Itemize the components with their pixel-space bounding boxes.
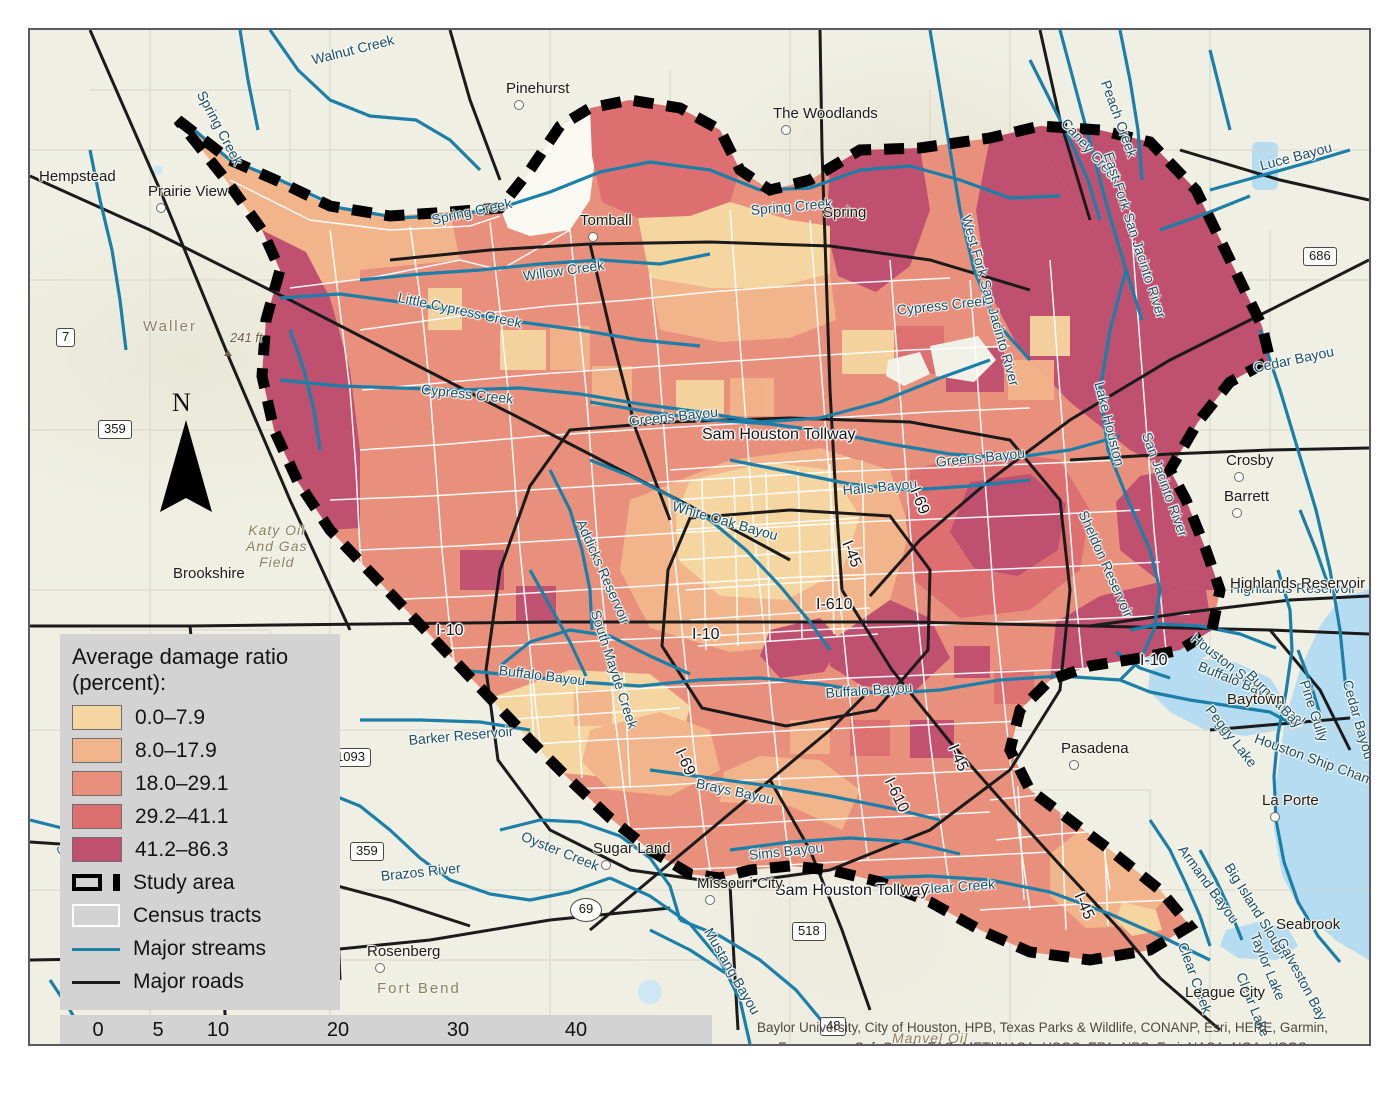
legend-class-label: 18.0–29.1: [135, 771, 229, 795]
legend-item-census-tracts[interactable]: Census tracts: [72, 899, 328, 932]
city-dot-icon: [781, 125, 791, 135]
legend-class-label: 0.0–7.9: [135, 705, 206, 729]
legend-census-tracts-label: Census tracts: [133, 903, 262, 927]
city-dot-icon: [514, 100, 524, 110]
highway-shield[interactable]: 48: [820, 1017, 847, 1036]
north-arrow: N: [142, 388, 232, 518]
legend-item-study-area[interactable]: Study area: [72, 866, 328, 899]
legend-item-major-streams[interactable]: Major streams: [72, 932, 328, 965]
class-swatch-icon: [72, 837, 122, 863]
legend-class-label: 41.2–86.3: [135, 837, 229, 861]
scale-segment-2: [218, 1045, 278, 1046]
stream-line-swatch-icon: [72, 937, 120, 960]
scale-segment-4: [338, 1045, 458, 1046]
city-dot-icon: [1069, 760, 1079, 770]
scale-tick-10: 10: [206, 1019, 230, 1041]
highway-shield[interactable]: 518: [792, 922, 826, 941]
class-swatch-icon: [72, 705, 122, 731]
legend-title-line2: (percent):: [72, 669, 167, 695]
legend-class-list: 0.0–7.9 8.0–17.9 18.0–29.1 29.2–41.1 41.2–86…: [72, 701, 328, 866]
city-dot-icon: [375, 963, 385, 973]
legend-class-label: 29.2–41.1: [135, 804, 229, 828]
city-dot-icon: [1270, 812, 1280, 822]
scale-tick-30: 30: [446, 1019, 470, 1041]
scale-segment-3: [278, 1045, 338, 1046]
scale-tick-5: 5: [152, 1019, 164, 1041]
city-dot-icon: [156, 203, 166, 213]
legend-item-class-1[interactable]: 8.0–17.9: [72, 734, 328, 767]
scale-bar-tick-labels: 0 5 10 20 30 40: [60, 1017, 712, 1043]
road-line-swatch-icon: [72, 970, 120, 993]
legend-item-class-0[interactable]: 0.0–7.9: [72, 701, 328, 734]
city-dot-icon: [1234, 472, 1244, 482]
legend-class-label: 8.0–17.9: [135, 738, 217, 762]
highway-shield[interactable]: 1093: [330, 748, 371, 767]
class-swatch-icon: [72, 738, 122, 764]
scale-bar-units-label: Kilometers: [584, 1042, 683, 1044]
legend-study-area-label: Study area: [133, 870, 235, 894]
scale-tick-40: 40: [564, 1019, 588, 1041]
legend-item-major-roads[interactable]: Major roads: [72, 965, 328, 998]
highway-shield[interactable]: 686: [1303, 247, 1337, 266]
class-swatch-icon: [72, 771, 122, 797]
study-area-boundary: [173, 94, 1277, 966]
legend-title-line1: Average damage ratio: [72, 644, 289, 669]
major-streams-layer: [30, 30, 1351, 1044]
highway-shield[interactable]: 359: [350, 842, 384, 861]
study-area-swatch-icon: [72, 871, 120, 894]
legend-title: Average damage ratio (percent):: [72, 644, 328, 695]
city-dot-icon: [1232, 508, 1242, 518]
census-tract-swatch-icon: [72, 904, 120, 928]
class-swatch-icon: [72, 804, 122, 830]
legend-panel[interactable]: Average damage ratio (percent): 0.0–7.9 8…: [60, 634, 340, 1011]
legend-item-class-3[interactable]: 29.2–41.1: [72, 800, 328, 833]
scale-segment-5: [458, 1045, 576, 1046]
highway-shield[interactable]: 69: [570, 898, 602, 922]
highway-shield[interactable]: 359: [98, 420, 132, 439]
legend-item-class-4[interactable]: 41.2–86.3: [72, 833, 328, 866]
legend-major-roads-label: Major roads: [133, 969, 244, 993]
city-dot-icon: [601, 860, 611, 870]
city-dot-icon: [705, 895, 715, 905]
elevation-marker-icon: [224, 350, 232, 356]
city-dot-icon: [588, 232, 598, 242]
scale-segment-1: [158, 1045, 218, 1046]
map-canvas[interactable]: Walnut Creek Spring Creek Spring Creek Spri…: [28, 28, 1371, 1046]
legend-major-streams-label: Major streams: [133, 936, 267, 960]
attribution-text: Baylor University, City of Houston, HPB,…: [757, 1020, 1328, 1044]
scale-bar: 0 5 10 20 30 40 Kilometers: [60, 1015, 712, 1046]
north-arrow-label: N: [172, 388, 191, 417]
scale-tick-0: 0: [92, 1019, 104, 1041]
highway-shield[interactable]: 7: [56, 328, 76, 347]
scale-bar-segments: [98, 1045, 576, 1046]
scale-tick-20: 20: [326, 1019, 350, 1041]
census-tract-boundaries: [30, 30, 1369, 1044]
legend-item-class-2[interactable]: 18.0–29.1: [72, 767, 328, 800]
scale-segment-0: [98, 1045, 158, 1046]
